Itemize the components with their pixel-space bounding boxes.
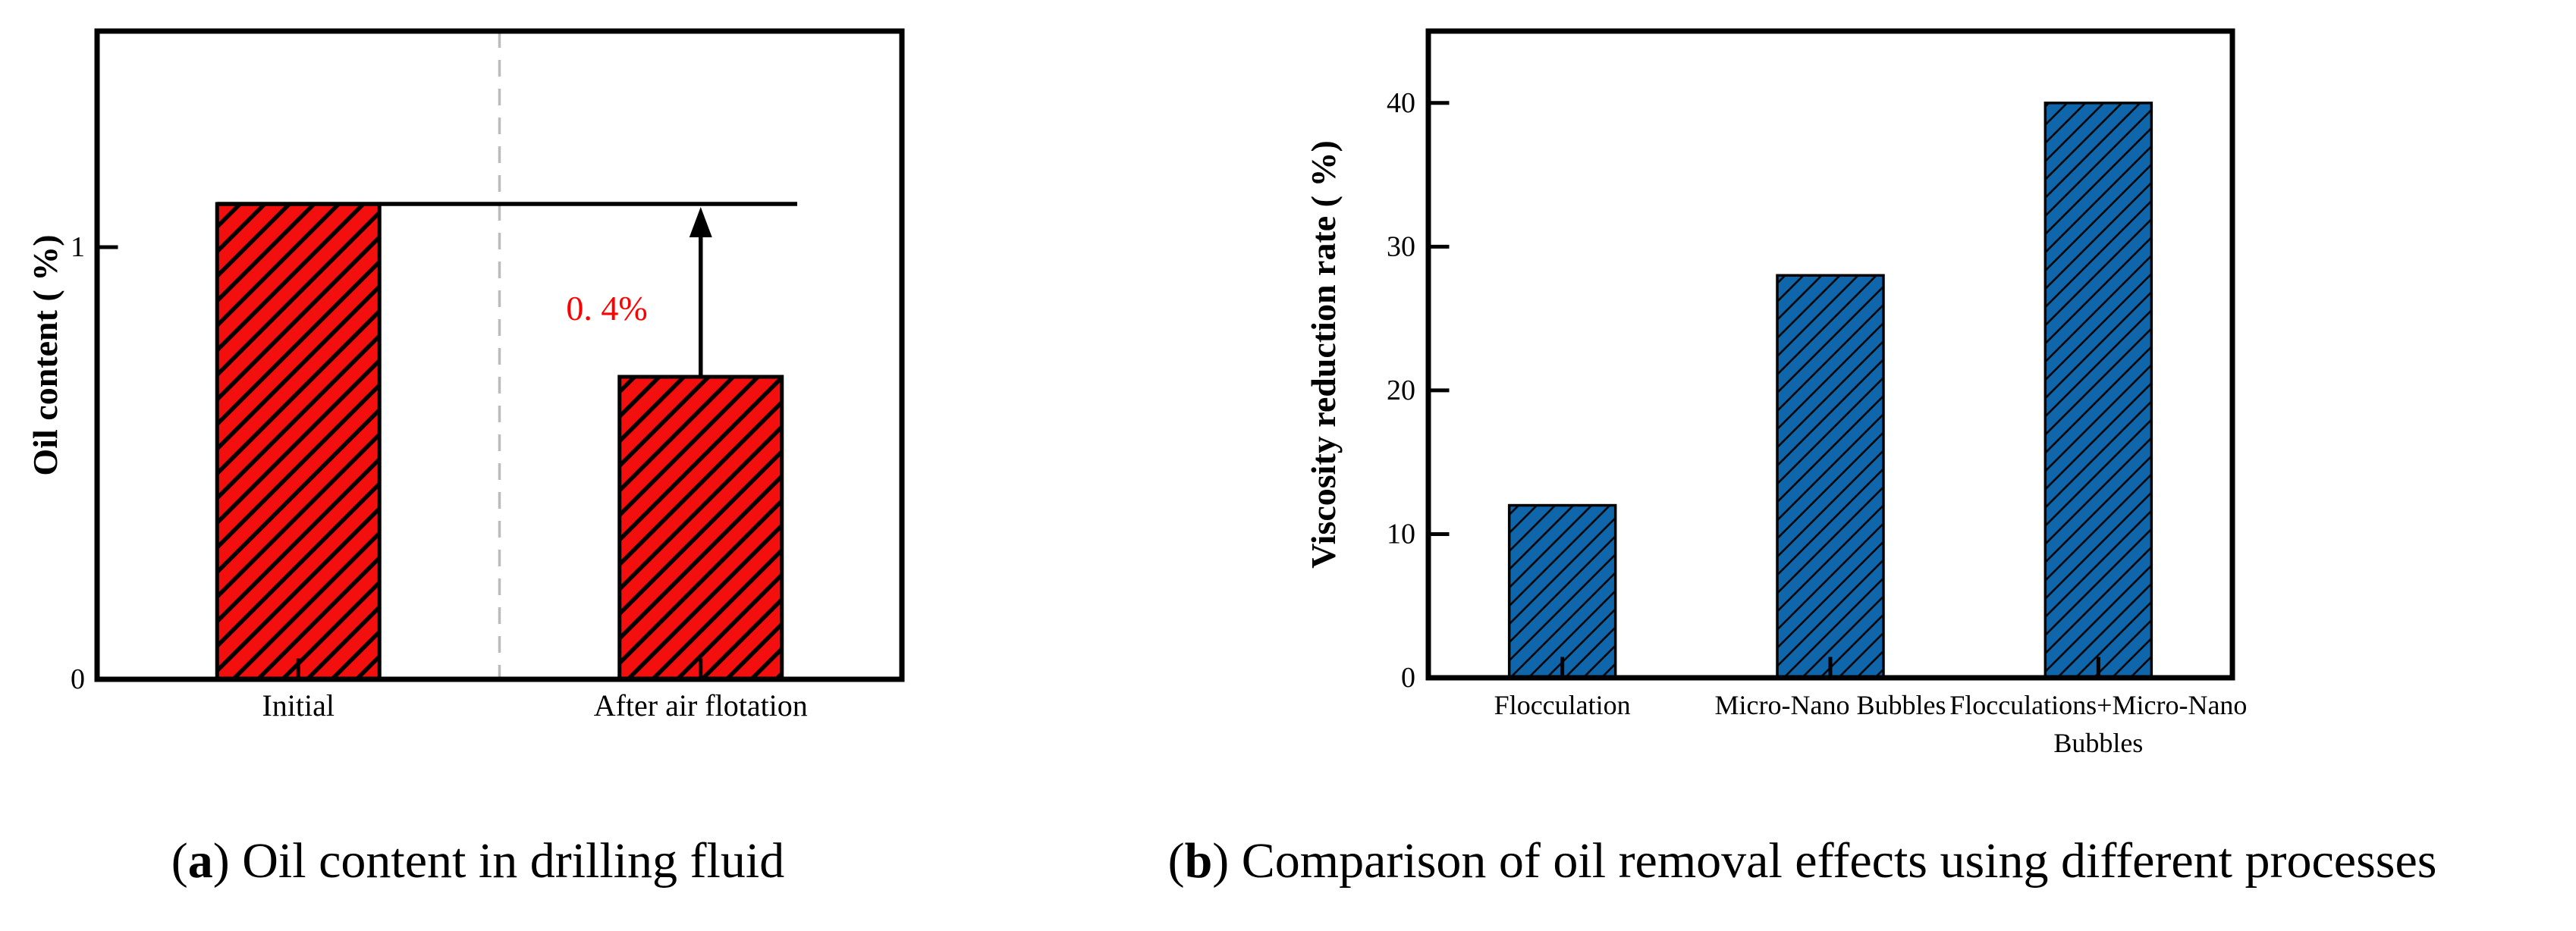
y-tick-label-2: 20 xyxy=(1387,375,1415,406)
caption-b-open-paren: ( xyxy=(1167,833,1185,889)
caption-a-open-paren: ( xyxy=(171,833,188,889)
caption-b-close-paren: ) xyxy=(1212,833,1230,889)
category-label-2-line0: Flocculations+Micro-Nano xyxy=(1949,690,2247,720)
caption-b: (b) Comparison of oil removal effects us… xyxy=(1168,832,2437,890)
y-tick-label-1: 10 xyxy=(1387,518,1415,550)
y-axis-label: Viscosity reduction rate ( %) xyxy=(1304,140,1343,569)
category-label-1: Micro-Nano Bubbles xyxy=(1715,690,1946,720)
y-tick-label-1: 1 xyxy=(71,231,85,263)
caption-a-close-paren: ) xyxy=(212,833,230,889)
y-tick-label-0: 0 xyxy=(71,663,85,695)
caption-b-text: Comparison of oil removal effects using … xyxy=(1229,833,2437,889)
category-label-0: Initial xyxy=(262,688,335,723)
caption-b-letter: b xyxy=(1184,833,1213,889)
bar-a-0 xyxy=(215,202,382,682)
caption-a: (a) Oil content in drilling fluid xyxy=(171,832,784,890)
bar-b-0 xyxy=(1507,503,1617,679)
caption-a-text: Oil content in drilling fluid xyxy=(229,833,785,889)
delta-arrowhead xyxy=(689,207,712,237)
axes-frame xyxy=(94,28,905,682)
bar-b-1 xyxy=(1776,274,1885,679)
bar-a-1 xyxy=(617,375,784,682)
bar-b-2 xyxy=(2044,102,2153,679)
category-label-2-line1: Bubbles xyxy=(2053,728,2143,758)
chart-b: 0 10 20 30 40 Flocculation Micro-Nano Bubbles F… xyxy=(1304,28,2247,758)
caption-a-letter: a xyxy=(187,833,213,889)
y-tick-label-0: 0 xyxy=(1401,662,1415,694)
chart-a: 0 1 Initial After air flotation Oil content … xyxy=(26,28,905,723)
category-label-1: After air flotation xyxy=(594,688,808,723)
y-tick-label-4: 40 xyxy=(1387,87,1415,119)
category-label-0: Flocculation xyxy=(1494,690,1631,720)
charts-canvas: 0 1 Initial After air flotation Oil content … xyxy=(26,28,2247,758)
y-axis-label: Oil content ( %) xyxy=(26,234,64,475)
axes-frame xyxy=(1425,28,2235,681)
y-tick-label-3: 30 xyxy=(1387,230,1415,262)
delta-label: 0. 4% xyxy=(566,289,647,328)
